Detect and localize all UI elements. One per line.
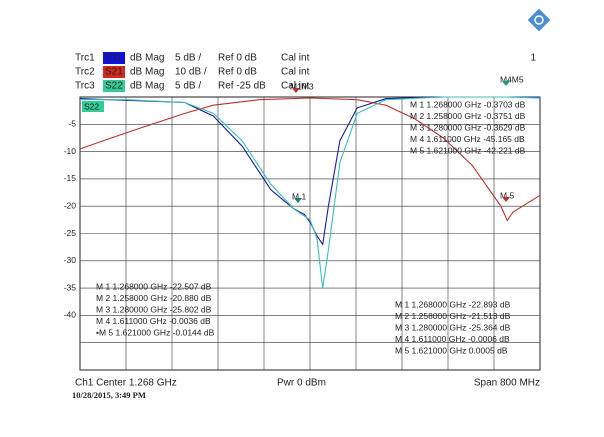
marker-tag: M 1: [292, 191, 306, 201]
y-tick-label: -15: [64, 173, 77, 183]
marker-tag: M 5: [500, 190, 514, 200]
trace-badge: [103, 80, 125, 92]
legend-entry: S21: [105, 67, 123, 78]
trace-tag-label: S22: [84, 101, 99, 111]
trace-id: Trc1: [75, 53, 95, 64]
trace-cal: Cal int: [281, 81, 310, 92]
trace-badge: [103, 52, 125, 64]
legend-entry: S11: [105, 53, 122, 64]
trace-id: Trc2: [75, 67, 95, 78]
marker-readout: M 2 1.258000 GHz -20.880 dB: [96, 293, 212, 303]
marker-tag: M1M3: [290, 81, 314, 91]
logo: [527, 8, 551, 32]
marker-readout: M 4 1.611000 GHz -0.0006 dB: [395, 334, 510, 344]
y-tick-label: -25: [64, 228, 77, 238]
trace-line: [79, 96, 540, 246]
marker-readout: M 3 1.280000 GHz -25.364 dB: [395, 322, 511, 332]
y-tick-label: -10: [64, 146, 77, 156]
footer-power: Pwr 0 dBm: [277, 378, 326, 389]
trace-format: dB Mag: [130, 81, 164, 92]
trace-tag: [82, 101, 104, 112]
y-tick-label: -30: [64, 255, 77, 265]
marker-readout: M 5 1.621000 GHz 0.0005 dB: [395, 345, 508, 355]
timestamp: 10/28/2015, 3:49 PM: [72, 390, 146, 400]
footer-center: Ch1 Center 1.268 GHz: [75, 378, 177, 389]
trace-scale: 5 dB /: [175, 81, 201, 92]
marker-tag: M4M5: [500, 74, 524, 84]
marker-readout: M 1 1.268000 GHz -22.507 dB: [96, 281, 212, 291]
trace-cal: Cal int: [281, 67, 310, 78]
trace-ref: Ref 0 dB: [218, 53, 257, 64]
y-tick-label: -35: [64, 282, 77, 292]
channel-number: 1: [530, 53, 536, 64]
trace-id: Trc3: [75, 81, 95, 92]
y-tick-label: -20: [64, 200, 77, 210]
marker-readout: M 4 1.611000 GHz -0.0036 dB: [96, 316, 211, 326]
trace-ref: Ref -25 dB: [218, 81, 266, 92]
trace-ref: Ref 0 dB: [218, 67, 257, 78]
y-tick-label: -5: [68, 119, 76, 129]
marker-readout: M 4 1.611000 GHz -45.165 dB: [410, 134, 525, 144]
marker-readout: M 1 1.268000 GHz -0.3703 dB: [410, 99, 526, 109]
marker-readout: M 5 1.621000 GHz -42.221 dB: [410, 145, 526, 155]
marker-readout: M 2 1.258000 GHz -21.513 dB: [395, 311, 511, 321]
marker-triangle: [294, 198, 302, 203]
marker-readout: M 3 1.280000 GHz -25.802 dB: [96, 304, 212, 314]
trace-badge: [103, 66, 125, 78]
marker-readout: •M 5 1.621000 GHz -0.0144 dB: [96, 327, 215, 337]
trace-scale: 5 dB /: [175, 53, 201, 64]
footer-span: Span 800 MHz: [474, 378, 540, 389]
trace-scale: 10 dB /: [175, 67, 207, 78]
trace-format: dB Mag: [130, 53, 164, 64]
trace-format: dB Mag: [130, 67, 164, 78]
legend-entry: S22: [105, 81, 123, 92]
marker-readout: M 2 1.258000 GHz -0.3751 dB: [410, 111, 526, 121]
marker-triangle: [502, 197, 510, 202]
marker-readout: M 1 1.268000 GHz -22.893 dB: [395, 299, 511, 309]
trace-cal: Cal int: [281, 53, 310, 64]
marker-triangle: [502, 81, 510, 86]
trace-line: [79, 97, 541, 222]
marker-readout: M 3 1.280000 GHz -0.3629 dB: [410, 122, 526, 132]
trace-line: [80, 96, 541, 289]
marker-triangle: [292, 88, 300, 93]
y-tick-label: -40: [64, 310, 77, 320]
